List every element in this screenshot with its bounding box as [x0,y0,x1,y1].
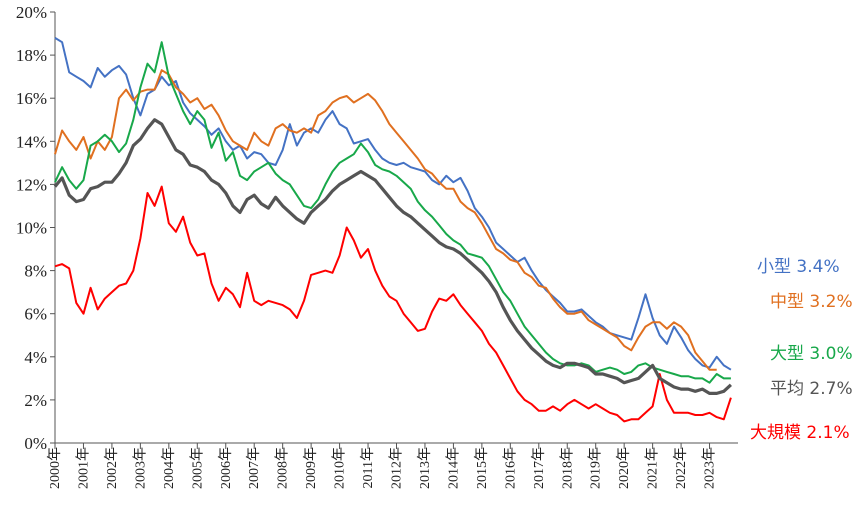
x-tick-label: 2015年 [474,447,490,489]
series-label: 中型 3.2% [770,292,853,312]
x-axis: 2000年 2001年 2002年 2003年 2004年 2005年 2006年 2007年… [47,442,738,489]
y-tick-label: 6% [24,305,47,324]
series-line [54,69,717,371]
x-tick-label: 2022年 [673,447,689,489]
y-tick-label: 8% [24,262,47,281]
x-tick-label: 2000年 [47,447,63,489]
x-tick-label: 2010年 [332,447,348,489]
series-line [54,37,732,371]
y-tick-label: 16% [16,89,47,108]
x-tick-label: 2001年 [75,447,91,489]
series-label: 平均 2.7% [770,379,853,399]
series-lines [53,37,732,423]
y-axis: 0% 2% 4% 6% 8% 10% 12% 14% 16% 18% 20% [16,3,56,453]
x-tick-label: 2006年 [218,447,234,489]
series-label: 小型 3.4% [757,257,840,277]
x-tick-label: 2017年 [531,447,547,489]
x-tick-label: 2023年 [702,447,718,489]
x-tick-label: 2005年 [189,447,205,489]
x-tick-label: 2016年 [502,447,518,489]
series-labels: 小型 3.4% 中型 3.2% 大型 3.0% 平均 2.7% 大規模 2.1% [750,257,853,443]
y-tick-label: 12% [16,175,47,194]
x-tick-label: 2012年 [389,447,405,489]
x-tick-label: 2009年 [303,447,319,489]
y-tick-label: 2% [24,391,47,410]
series-line [54,41,731,384]
x-tick-label: 2013年 [417,447,433,489]
y-tick-label: 10% [16,219,47,238]
y-tick-label: 18% [16,46,47,65]
x-tick-label: 2004年 [161,447,177,489]
x-tick-label: 2011年 [360,447,376,488]
y-tick-label: 20% [16,3,47,22]
series-line [54,185,732,423]
x-tick-label: 2014年 [445,447,461,489]
series-label: 大型 3.0% [770,344,853,364]
x-tick-label: 2007年 [246,447,262,489]
series-label: 大規模 2.1% [750,423,850,443]
x-tick-label: 2002年 [104,447,120,489]
x-tick-label: 2020年 [616,447,632,489]
x-tick-label: 2003年 [132,447,148,489]
y-tick-label: 4% [24,348,47,367]
y-tick-label: 0% [24,434,47,453]
y-tick-label: 14% [16,132,47,151]
x-tick-label: 2019年 [588,447,604,489]
x-tick-label: 2008年 [275,447,291,489]
series-line [53,118,732,395]
x-tick-label: 2021年 [645,447,661,489]
x-tick-label: 2018年 [559,447,575,489]
